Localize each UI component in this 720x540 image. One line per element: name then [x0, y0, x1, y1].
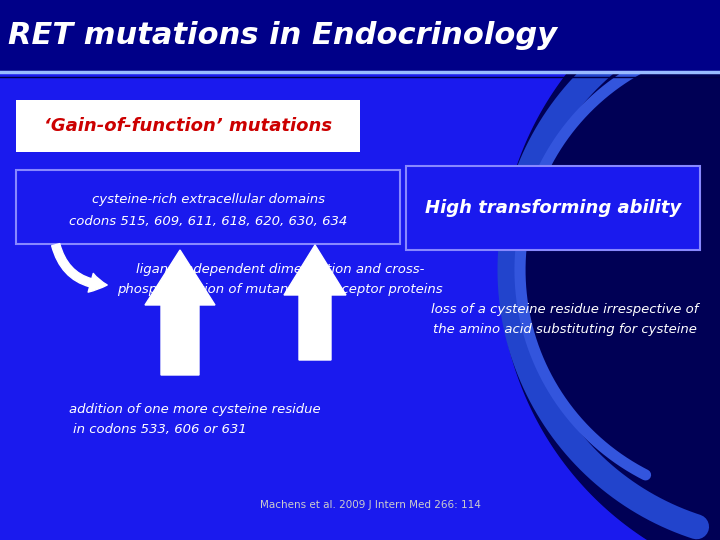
- FancyBboxPatch shape: [406, 166, 700, 250]
- Text: codons 515, 609, 611, 618, 620, 630, 634: codons 515, 609, 611, 618, 620, 630, 634: [69, 215, 347, 228]
- Text: in codons 533, 606 or 631: in codons 533, 606 or 631: [73, 423, 247, 436]
- Polygon shape: [284, 245, 346, 360]
- FancyBboxPatch shape: [16, 100, 360, 152]
- Text: loss of a cysteine residue irrespective of: loss of a cysteine residue irrespective …: [431, 303, 698, 316]
- Text: ligand-independent dimerization and cross-: ligand-independent dimerization and cros…: [136, 264, 424, 276]
- FancyBboxPatch shape: [16, 170, 400, 244]
- Text: the amino acid substituting for cysteine: the amino acid substituting for cysteine: [433, 323, 697, 336]
- Polygon shape: [145, 250, 215, 375]
- Text: addition of one more cysteine residue: addition of one more cysteine residue: [69, 403, 321, 416]
- Text: RET mutations in Endocrinology: RET mutations in Endocrinology: [8, 22, 557, 51]
- Text: cysteine-rich extracellular domains: cysteine-rich extracellular domains: [91, 193, 325, 206]
- Text: High transforming ability: High transforming ability: [425, 199, 681, 217]
- Text: Machens et al. 2009 J Intern Med 266: 114: Machens et al. 2009 J Intern Med 266: 11…: [260, 500, 480, 510]
- Text: ‘Gain-of-function’ mutations: ‘Gain-of-function’ mutations: [44, 117, 332, 135]
- Polygon shape: [500, 0, 720, 540]
- Text: phosphorylation of mutant RET receptor proteins: phosphorylation of mutant RET receptor p…: [117, 284, 443, 296]
- FancyArrowPatch shape: [52, 244, 107, 292]
- FancyBboxPatch shape: [0, 0, 720, 72]
